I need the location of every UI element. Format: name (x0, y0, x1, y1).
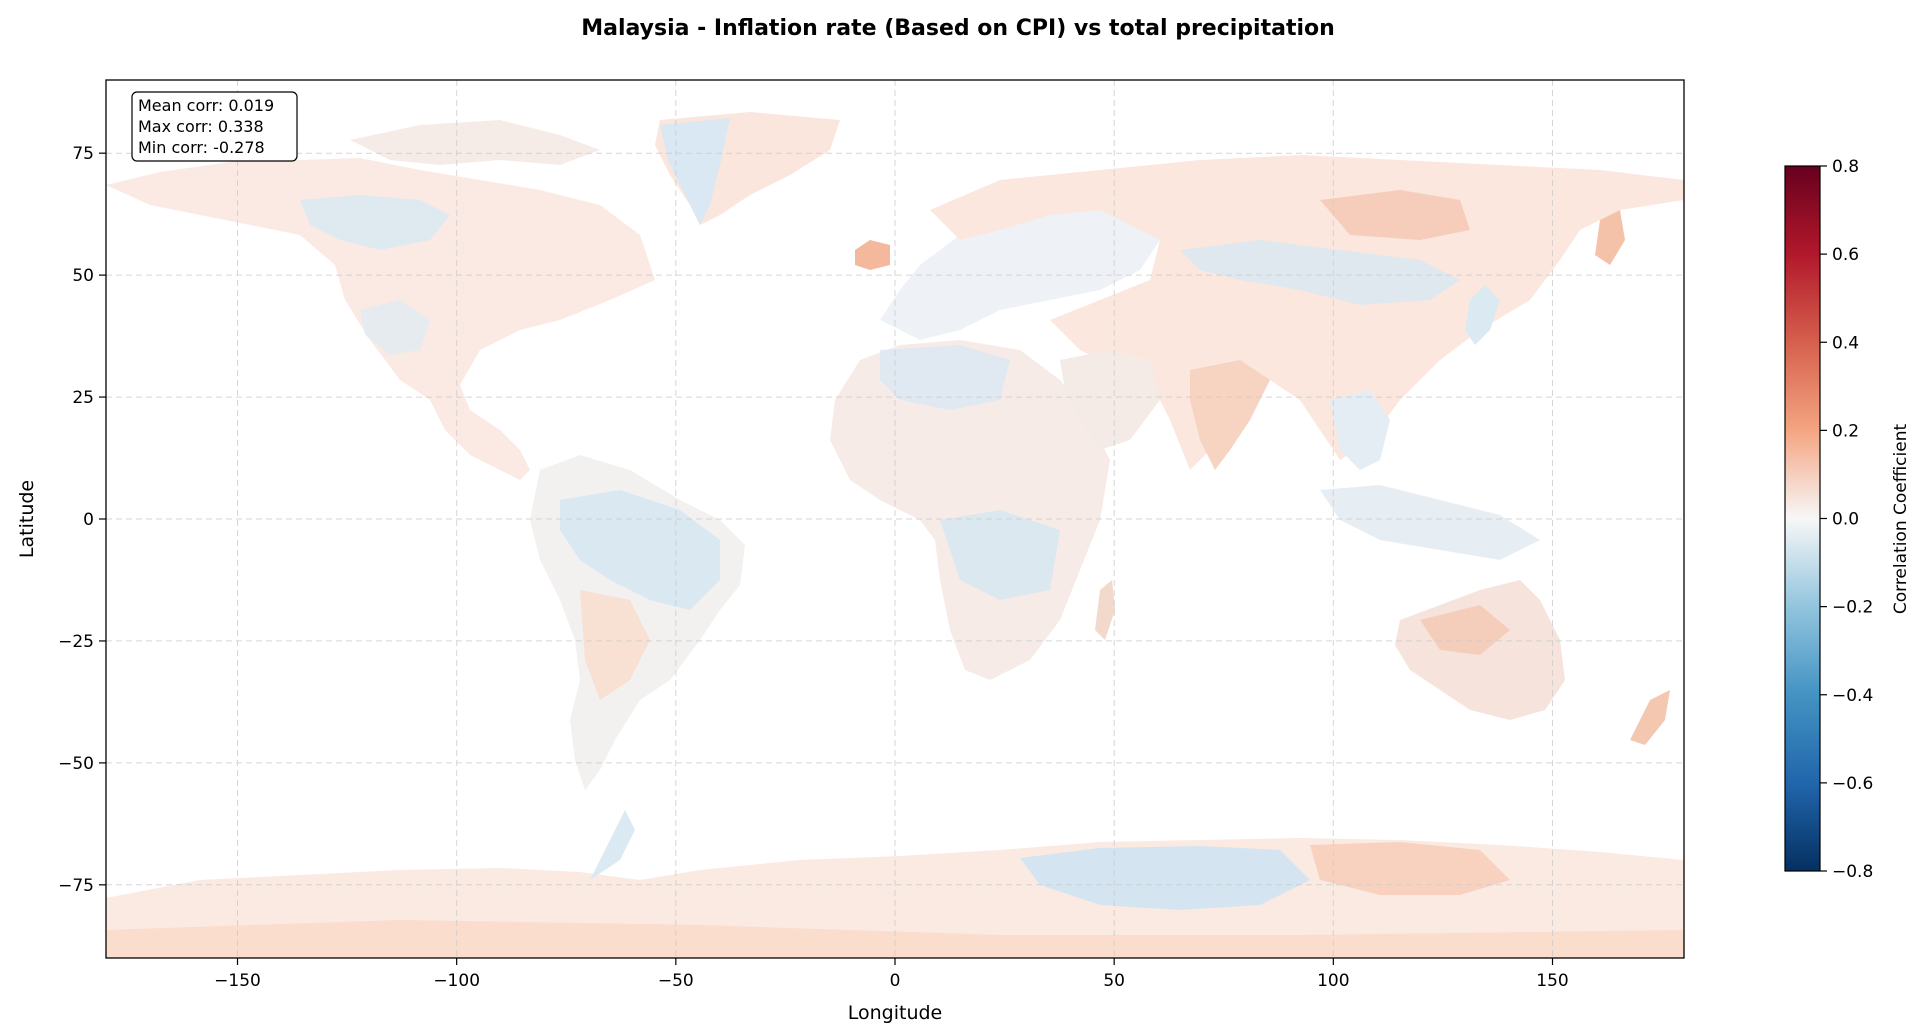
y-axis: 75 50 25 0 −25 −50 −75 (58, 144, 106, 896)
land-east-africa-blue (940, 510, 1060, 600)
colorbar-ticks: 0.8 0.6 0.4 0.2 0.0 −0.2 −0.4 −0.6 −0.8 (1820, 157, 1873, 882)
land-europe (880, 200, 1160, 340)
land-antarctic-peninsula (590, 810, 635, 880)
land-canada-blue (300, 195, 450, 250)
stats-min: Min corr: -0.278 (138, 138, 265, 157)
chart-title: Malaysia - Inflation rate (Based on CPI)… (581, 16, 1335, 41)
colorbar-tick-label: −0.8 (1832, 862, 1873, 882)
land-siberia-red (1320, 190, 1470, 240)
land-madagascar (1095, 580, 1115, 640)
land-antarctica-red (1310, 842, 1510, 895)
x-tick-label: 0 (890, 971, 901, 991)
x-tick-label: −150 (214, 971, 261, 991)
stats-max: Max corr: 0.338 (138, 117, 264, 136)
colorbar-gradient (1784, 165, 1821, 872)
colorbar-tick-label: 0.0 (1832, 510, 1859, 530)
y-tick-label: −50 (58, 754, 94, 774)
x-tick-label: 50 (1103, 971, 1125, 991)
land-middle-east (1060, 350, 1160, 450)
y-tick-label: −75 (58, 876, 94, 896)
y-tick-label: 25 (72, 388, 94, 408)
colorbar-tick-label: −0.2 (1832, 598, 1873, 618)
y-axis-label: Latitude (16, 480, 38, 558)
land-sahara-blue (880, 345, 1010, 410)
y-tick-label: 50 (72, 266, 94, 286)
land-asia (930, 155, 1684, 470)
x-tick-label: −100 (433, 971, 480, 991)
land-antarctica-blue (1020, 846, 1310, 910)
land-us-blue (360, 300, 430, 355)
x-tick-label: −50 (658, 971, 694, 991)
land-new-zealand (1630, 690, 1670, 745)
land-antarctica-base (106, 920, 1684, 958)
colorbar-tick-label: −0.6 (1832, 774, 1873, 794)
land-africa (830, 340, 1110, 680)
land-british-isles (855, 240, 890, 270)
land-masses (106, 112, 1684, 958)
stats-box-frame (131, 91, 298, 162)
x-axis: −150 −100 −50 0 50 100 150 (214, 958, 1569, 991)
colorbar-tick-label: 0.6 (1832, 245, 1859, 265)
colorbar-tick-label: 0.8 (1832, 157, 1859, 177)
stats-box: Mean corr: 0.019 Max corr: 0.338 Min cor… (131, 91, 298, 162)
y-tick-label: −25 (58, 632, 94, 652)
colorbar-tick-label: 0.4 (1832, 333, 1859, 353)
x-tick-label: 100 (1317, 971, 1349, 991)
land-indonesia (1320, 485, 1540, 560)
colorbar-tick-label: 0.2 (1832, 421, 1859, 441)
colorbar: 0.8 0.6 0.4 0.2 0.0 −0.2 −0.4 −0.6 −0.8 Correlat… (1784, 157, 1911, 882)
land-amazon-blue (560, 490, 720, 610)
land-japan (1465, 285, 1500, 345)
land-central-asia-blue (1180, 240, 1460, 305)
x-axis-label: Longitude (848, 1002, 943, 1024)
colorbar-label: Correlation Coefficient (1891, 424, 1911, 615)
land-sa-red (580, 590, 650, 700)
colorbar-tick-label: −0.4 (1832, 686, 1873, 706)
land-australia-red (1420, 605, 1510, 655)
grid-lines (106, 80, 1684, 958)
y-tick-label: 75 (72, 144, 94, 164)
land-india (1190, 360, 1270, 470)
land-greenland-blue (660, 118, 730, 225)
y-tick-label: 0 (83, 510, 94, 530)
stats-mean: Mean corr: 0.019 (138, 96, 274, 115)
plot-area: Mean corr: 0.019 Max corr: 0.338 Min cor… (105, 79, 1685, 959)
land-indochina (1330, 390, 1390, 470)
land-kamchatka (1595, 210, 1625, 265)
x-tick-label: 150 (1536, 971, 1568, 991)
land-arctic-islands (350, 120, 600, 165)
